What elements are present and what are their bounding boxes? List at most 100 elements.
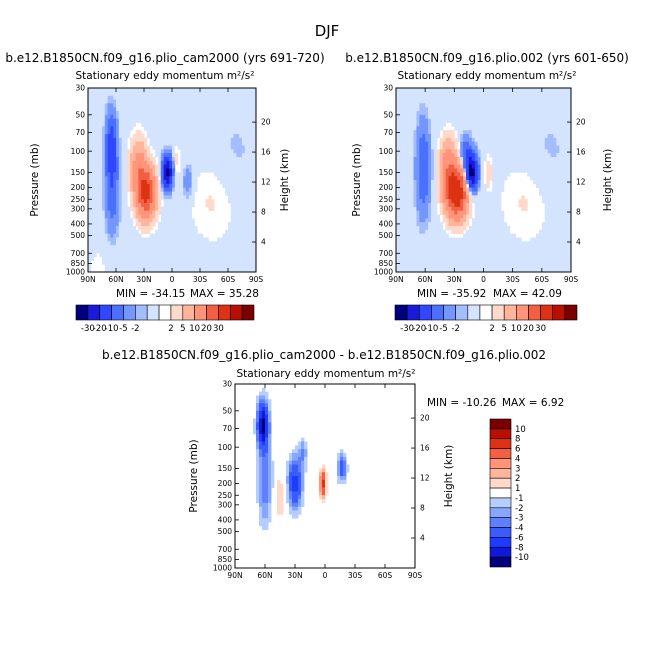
contour-cell [230, 241, 234, 246]
contour-cell [188, 252, 192, 258]
contour-cell [124, 264, 128, 269]
contour-cell [541, 134, 546, 139]
contour-cell [194, 157, 198, 162]
contour-cell [431, 249, 435, 254]
contour-cell [445, 99, 449, 104]
contour-cell [480, 172, 484, 177]
contour-cell [518, 107, 522, 112]
contour-cell [130, 172, 134, 177]
contour-cell [166, 226, 170, 231]
contour-cell [544, 95, 549, 100]
contour-cell [124, 214, 128, 219]
contour-cell [141, 88, 145, 93]
contour-cell [219, 99, 223, 104]
contour-cell [208, 168, 212, 173]
contour-cell [480, 252, 484, 258]
contour-cell [512, 256, 516, 261]
contour-cell [425, 153, 429, 158]
contour-cell [398, 249, 403, 254]
contour-cell [483, 118, 487, 123]
contour-cell [439, 252, 444, 258]
contour-cell [102, 237, 106, 242]
contour-cell [163, 103, 167, 108]
contour-cell [498, 233, 502, 238]
contour-cell [515, 95, 519, 100]
contour-cell [398, 114, 403, 120]
contour-cell [180, 122, 184, 127]
contour-cell [460, 157, 464, 162]
contour-cell [498, 214, 502, 219]
contour-cell [512, 249, 516, 254]
contour-cell [483, 99, 487, 104]
contour-cell [244, 172, 248, 177]
contour-cell [416, 241, 420, 246]
contour-cell [180, 130, 184, 135]
contour-cell [174, 130, 178, 135]
contour-cell [146, 160, 150, 166]
contour-cell [90, 91, 94, 97]
contour-cell [521, 249, 525, 254]
contour-cell [428, 160, 432, 166]
contour-cell [448, 226, 452, 231]
contour-cell [155, 214, 159, 219]
contour-cell [527, 241, 531, 246]
contour-cell [413, 111, 417, 116]
contour-cell [242, 111, 246, 116]
contour-cell [250, 226, 254, 231]
contour-cell [512, 157, 516, 162]
contour-cell [135, 256, 139, 261]
contour-cell [250, 145, 254, 150]
contour-cell [541, 157, 546, 162]
contour-cell [398, 130, 403, 135]
contour-cell [407, 141, 411, 146]
contour-cell [186, 233, 190, 238]
contour-cell [527, 99, 531, 104]
contour-cell [544, 229, 549, 235]
contour-cell [130, 191, 134, 196]
contour-cell [442, 157, 446, 162]
contour-cell [466, 222, 470, 227]
contour-cell [544, 191, 549, 196]
contour-cell [536, 141, 540, 146]
contour-cell [538, 141, 543, 146]
contour-cell [104, 107, 108, 112]
contour-cell [135, 118, 139, 123]
contour-cell [425, 210, 429, 215]
contour-cell [454, 252, 458, 258]
contour-cell [460, 264, 464, 269]
contour-cell [163, 137, 167, 143]
contour-cell [515, 268, 519, 273]
contour-cell [419, 149, 423, 154]
contour-cell [174, 157, 178, 162]
contour-cell [160, 95, 164, 100]
contour-cell [451, 222, 455, 227]
contour-cell [138, 268, 142, 273]
contour-cell [250, 111, 254, 116]
contour-cell [404, 229, 409, 235]
contour-cell [495, 134, 499, 139]
contour-cell [174, 172, 178, 177]
contour-cell [88, 180, 92, 185]
contour-cell [419, 226, 423, 231]
contour-cell [169, 149, 173, 154]
contour-cell [425, 256, 429, 261]
contour-cell [448, 145, 452, 150]
contour-cell [194, 91, 198, 97]
contour-cell [410, 88, 414, 93]
contour-cell [141, 145, 145, 150]
contour-cell [419, 172, 423, 177]
contour-cell [113, 118, 117, 123]
contour-cell [141, 249, 145, 254]
contour-cell [398, 245, 403, 250]
contour-cell [163, 134, 167, 139]
contour-cell [104, 268, 108, 273]
contour-cell [116, 114, 120, 120]
contour-cell [239, 256, 243, 261]
contour-cell [163, 249, 167, 254]
contour-cell [194, 160, 198, 166]
contour-cell [492, 256, 496, 261]
contour-cell [214, 264, 218, 269]
contour-cell [144, 260, 148, 265]
contour-cell [495, 111, 499, 116]
contour-cell [492, 168, 496, 173]
